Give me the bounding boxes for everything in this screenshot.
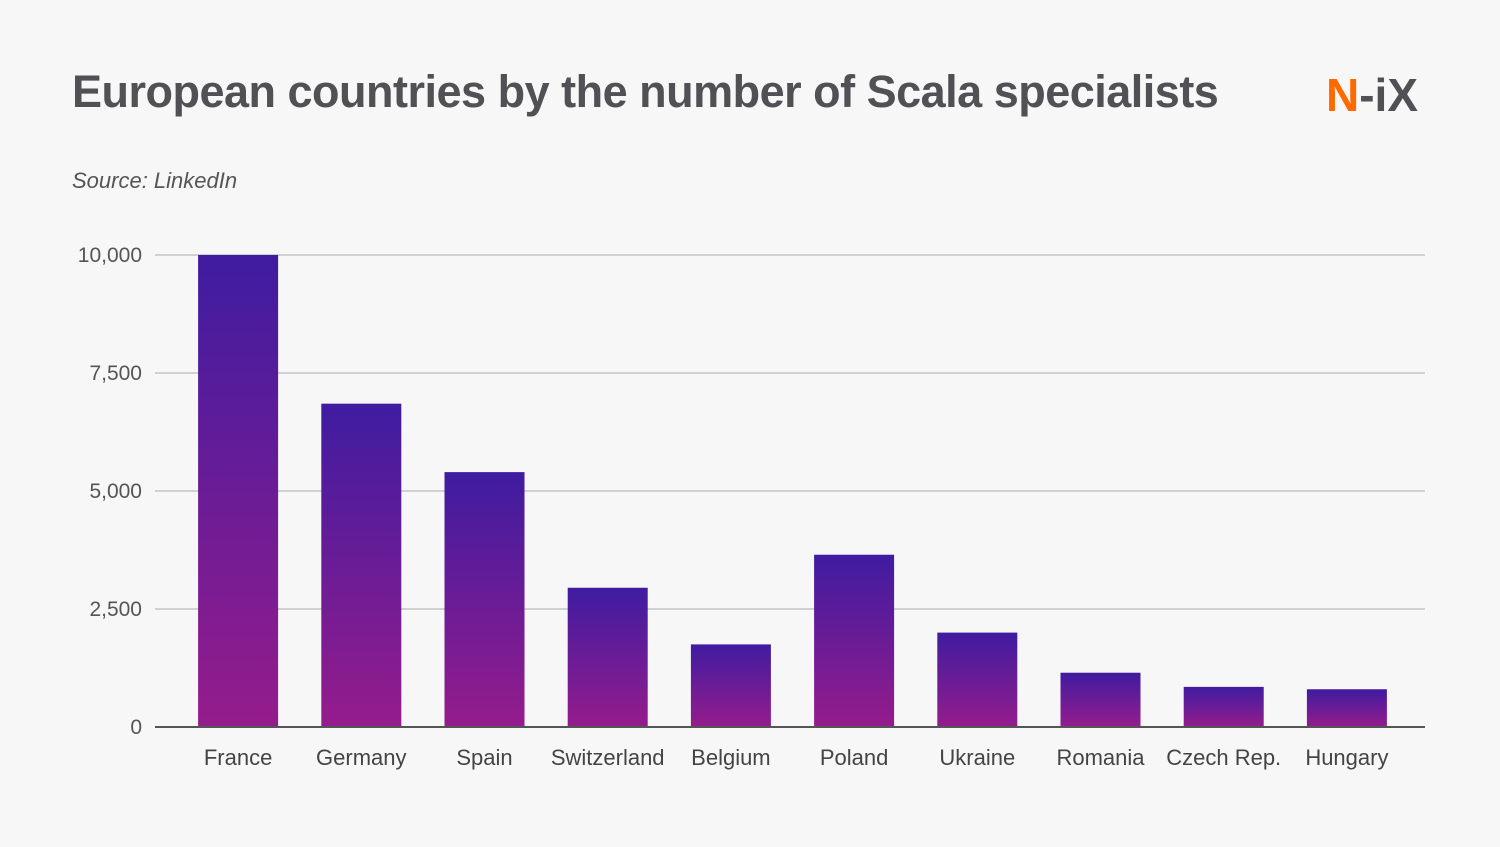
x-tick-label: Poland [820, 745, 889, 770]
bar-ukraine [937, 632, 1018, 727]
bar-romania [1060, 672, 1141, 727]
bar-poland [814, 554, 895, 727]
bar-germany [321, 403, 402, 727]
y-tick-label: 7,500 [89, 362, 142, 385]
bar-switzerland [567, 587, 648, 727]
x-tick-label: Germany [316, 745, 406, 770]
y-tick-label: 0 [130, 716, 142, 739]
x-tick-label: Czech Rep. [1166, 745, 1281, 770]
x-tick-label: Switzerland [551, 745, 665, 770]
bar-czech-rep- [1183, 686, 1264, 727]
y-tick-label: 10,000 [78, 244, 142, 267]
x-tick-label: Ukraine [939, 745, 1015, 770]
x-tick-label: France [204, 745, 272, 770]
x-tick-label: Belgium [691, 745, 770, 770]
bar-belgium [690, 644, 771, 727]
x-tick-label: Hungary [1305, 745, 1388, 770]
x-tick-label: Romania [1056, 745, 1145, 770]
x-tick-label: Spain [456, 745, 512, 770]
y-tick-label: 2,500 [89, 598, 142, 621]
bar-spain [444, 472, 525, 727]
y-tick-label: 5,000 [89, 480, 142, 503]
bar-hungary [1306, 689, 1387, 727]
nix-logo: N-iX [1326, 69, 1419, 121]
source-note: Source: LinkedIn [72, 168, 238, 193]
bar-france [198, 255, 279, 727]
chart-title: European countries by the number of Scal… [72, 66, 1219, 117]
